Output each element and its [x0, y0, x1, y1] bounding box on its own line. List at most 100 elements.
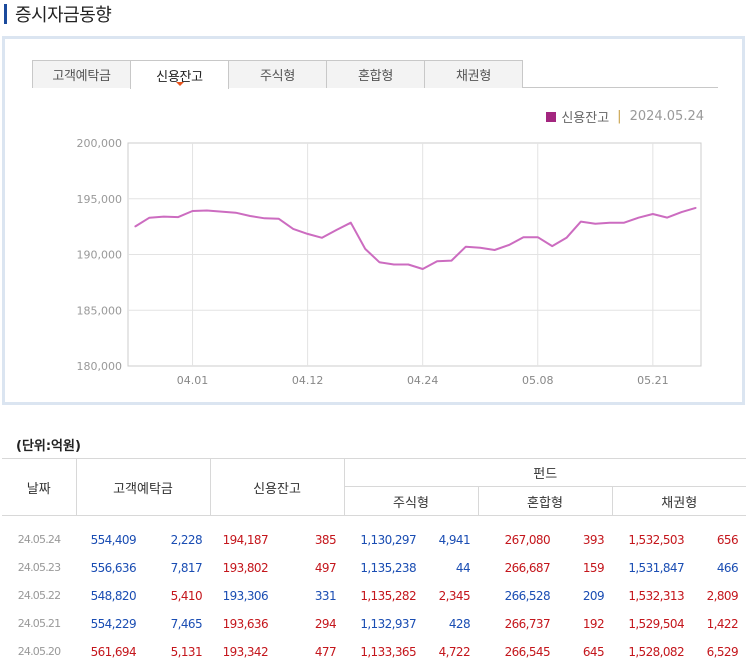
- cell-deposit-chg: 7,465: [170, 616, 203, 631]
- tab-label: 혼합형: [358, 69, 393, 84]
- data-point: [422, 268, 424, 270]
- cell-mixed: 266,528: [504, 588, 551, 603]
- cell-deposit: 556,636: [90, 560, 137, 575]
- data-point: [479, 247, 481, 249]
- data-point: [407, 263, 409, 266]
- legend-swatch-icon: [546, 111, 557, 122]
- legend-separator: |: [617, 109, 622, 124]
- data-point: [609, 222, 611, 224]
- page-title-text: 증시자금동향: [15, 5, 112, 26]
- page-title: 증시자금동향: [4, 2, 112, 26]
- cell-credit: 194,187: [222, 532, 269, 547]
- cell-mixed-chg: 192: [582, 616, 605, 631]
- cell-deposit-chg: 2,228: [170, 532, 203, 547]
- data-point: [623, 222, 625, 224]
- chart-panel: 고객예탁금 신용잔고 주식형 혼합형 채권형 신용잔고 | 2024.05.24…: [2, 36, 745, 405]
- cell-date: 24.05.23: [17, 561, 61, 574]
- data-point: [335, 229, 337, 231]
- data-point: [450, 260, 453, 262]
- tab-equity[interactable]: 주식형: [228, 60, 327, 88]
- title-accent-bar: [4, 4, 7, 24]
- tab-bond[interactable]: 채권형: [424, 60, 523, 88]
- cell-mixed: 267,080: [504, 532, 551, 547]
- data-point: [695, 207, 697, 209]
- x-tick-label: 05.08: [522, 374, 554, 387]
- tab-mixed[interactable]: 혼합형: [326, 60, 425, 88]
- cell-mixed: 266,737: [504, 616, 551, 631]
- cell-mixed: 266,687: [504, 560, 551, 575]
- y-tick-label: 195,000: [77, 193, 123, 206]
- data-point: [494, 249, 496, 251]
- table-row: 24.05.20 561,694 5,131 193,342 477 1,133,365 4…: [2, 638, 746, 660]
- data-point: [465, 246, 467, 248]
- col-deposit-header: 고객예탁금: [75, 458, 211, 516]
- cell-mixed-chg: 209: [582, 588, 605, 603]
- cell-credit-chg: 294: [314, 616, 337, 631]
- legend-series: 신용잔고: [561, 111, 610, 126]
- x-tick-label: 05.21: [637, 374, 669, 387]
- cell-equity: 1,135,238: [360, 560, 416, 575]
- y-tick-label: 200,000: [77, 137, 123, 150]
- data-point: [278, 218, 280, 220]
- data-point: [235, 212, 237, 214]
- col-fund-header: 펀드: [343, 458, 746, 487]
- data-point: [148, 217, 150, 219]
- data-point: [220, 210, 222, 213]
- unit-label: (단위:억원): [16, 439, 81, 454]
- data-point: [652, 213, 654, 215]
- tab-label: 채권형: [456, 69, 491, 84]
- cell-deposit-chg: 7,817: [170, 560, 203, 575]
- cell-bond: 1,532,503: [628, 532, 684, 547]
- cell-credit: 193,636: [222, 616, 269, 631]
- data-point: [565, 237, 568, 239]
- col-bond-header: 채권형: [611, 486, 746, 516]
- data-point: [580, 221, 582, 223]
- cell-equity-chg: 428: [448, 616, 471, 631]
- cell-deposit: 554,229: [90, 616, 137, 631]
- y-tick-label: 185,000: [77, 304, 123, 317]
- cell-deposit-chg: 5,131: [170, 644, 203, 659]
- data-point: [522, 236, 524, 238]
- data-point: [263, 217, 266, 219]
- cell-date: 24.05.24: [17, 533, 61, 546]
- fund-flow-table: 날짜 고객예탁금 신용잔고 펀드 주식형 혼합형 채권형 24.05.24 554…: [2, 458, 746, 660]
- cell-deposit: 554,409: [90, 532, 137, 547]
- chart-legend: 신용잔고 | 2024.05.24: [546, 107, 704, 126]
- y-tick-label: 180,000: [77, 360, 123, 373]
- cell-bond-chg: 1,422: [706, 616, 739, 631]
- series-line-credit: [134, 206, 697, 270]
- x-tick-label: 04.24: [407, 374, 439, 387]
- cell-equity: 1,133,365: [360, 644, 416, 659]
- data-point: [292, 228, 294, 230]
- data-point: [681, 211, 683, 213]
- data-point: [249, 215, 251, 217]
- legend-date: 2024.05.24: [629, 109, 704, 124]
- line-chart: 180,000 185,000 190,000 195,000 200,000 04.01…: [77, 137, 702, 387]
- data-point: [206, 209, 208, 212]
- cell-credit: 193,342: [222, 644, 269, 659]
- cell-credit-chg: 497: [314, 560, 337, 575]
- cell-equity: 1,130,297: [360, 532, 416, 547]
- data-point: [393, 263, 395, 266]
- data-point: [350, 222, 352, 224]
- data-point: [378, 261, 381, 263]
- cell-equity-chg: 2,345: [438, 588, 471, 603]
- col-equity-header: 주식형: [344, 486, 479, 516]
- data-point: [537, 236, 539, 238]
- tab-label: 고객예탁금: [52, 69, 111, 84]
- table-row: 24.05.21 554,229 7,465 193,636 294 1,132,937 4…: [2, 610, 746, 638]
- table-row: 24.05.23 556,636 7,817 193,802 497 1,135,238 4…: [2, 554, 746, 582]
- cell-mixed-chg: 159: [582, 560, 605, 575]
- cell-deposit: 548,820: [90, 588, 137, 603]
- cell-equity: 1,132,937: [360, 616, 416, 631]
- cell-mixed-chg: 645: [582, 644, 605, 659]
- cell-mixed-chg: 393: [582, 532, 605, 547]
- data-point: [307, 233, 309, 235]
- tab-label: 주식형: [260, 69, 295, 84]
- data-point: [364, 248, 366, 250]
- cell-date: 24.05.22: [17, 589, 61, 602]
- tab-deposit[interactable]: 고객예탁금: [32, 60, 131, 88]
- tab-credit[interactable]: 신용잔고: [130, 60, 229, 89]
- col-date-header: 날짜: [2, 458, 77, 516]
- cell-equity: 1,135,282: [360, 588, 416, 603]
